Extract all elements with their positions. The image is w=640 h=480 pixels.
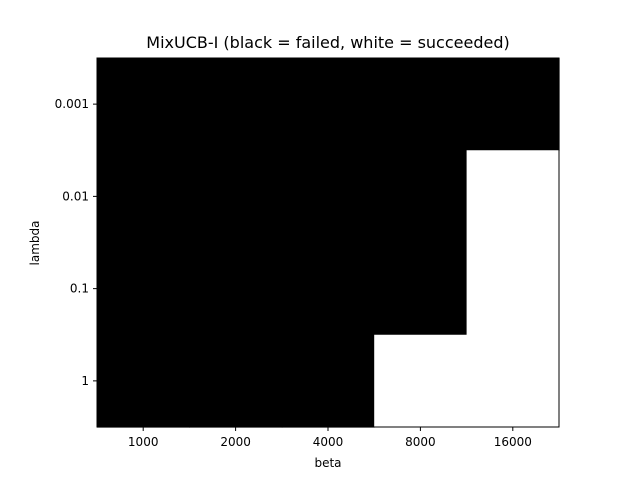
x-tick-label: 16000 bbox=[494, 435, 532, 449]
x-tick-label: 2000 bbox=[220, 435, 251, 449]
heatmap-cell bbox=[97, 150, 190, 244]
y-tick-label: 0.1 bbox=[70, 282, 89, 296]
x-tick-label: 1000 bbox=[128, 435, 159, 449]
heatmap-cell bbox=[374, 242, 468, 336]
y-tick-label: 0.01 bbox=[62, 189, 89, 203]
heatmap-cell bbox=[466, 150, 560, 244]
heatmap-cell bbox=[281, 334, 375, 428]
heatmap-cell bbox=[97, 242, 190, 336]
heatmap-cells bbox=[97, 58, 560, 428]
x-axis-ticks: 1000 2000 4000 8000 16000 bbox=[128, 427, 532, 449]
x-axis-label: beta bbox=[314, 456, 341, 470]
heatmap-cell bbox=[281, 242, 375, 336]
y-axis-label: lambda bbox=[28, 221, 42, 266]
y-axis-ticks: 0.001 0.01 0.1 1 bbox=[55, 97, 97, 388]
heatmap-cell bbox=[281, 150, 375, 244]
heatmap-cell bbox=[189, 150, 283, 244]
y-tick-label: 0.001 bbox=[55, 97, 89, 111]
heatmap-cell bbox=[189, 58, 283, 151]
chart-title: MixUCB-I (black = failed, white = succee… bbox=[146, 33, 509, 52]
heatmap-cell bbox=[281, 58, 375, 151]
y-tick-label: 1 bbox=[81, 374, 89, 388]
heatmap-cell bbox=[97, 334, 190, 428]
x-tick-label: 8000 bbox=[405, 435, 436, 449]
heatmap-cell bbox=[189, 242, 283, 336]
heatmap-cell bbox=[97, 58, 190, 151]
heatmap-cell bbox=[466, 242, 560, 336]
x-tick-label: 4000 bbox=[313, 435, 344, 449]
heatmap-cell bbox=[374, 334, 468, 428]
heatmap-cell bbox=[374, 150, 468, 244]
heatmap-cell bbox=[189, 334, 283, 428]
heatmap-cell bbox=[466, 334, 560, 428]
heatmap-cell bbox=[466, 58, 560, 151]
heatmap-cell bbox=[374, 58, 468, 151]
